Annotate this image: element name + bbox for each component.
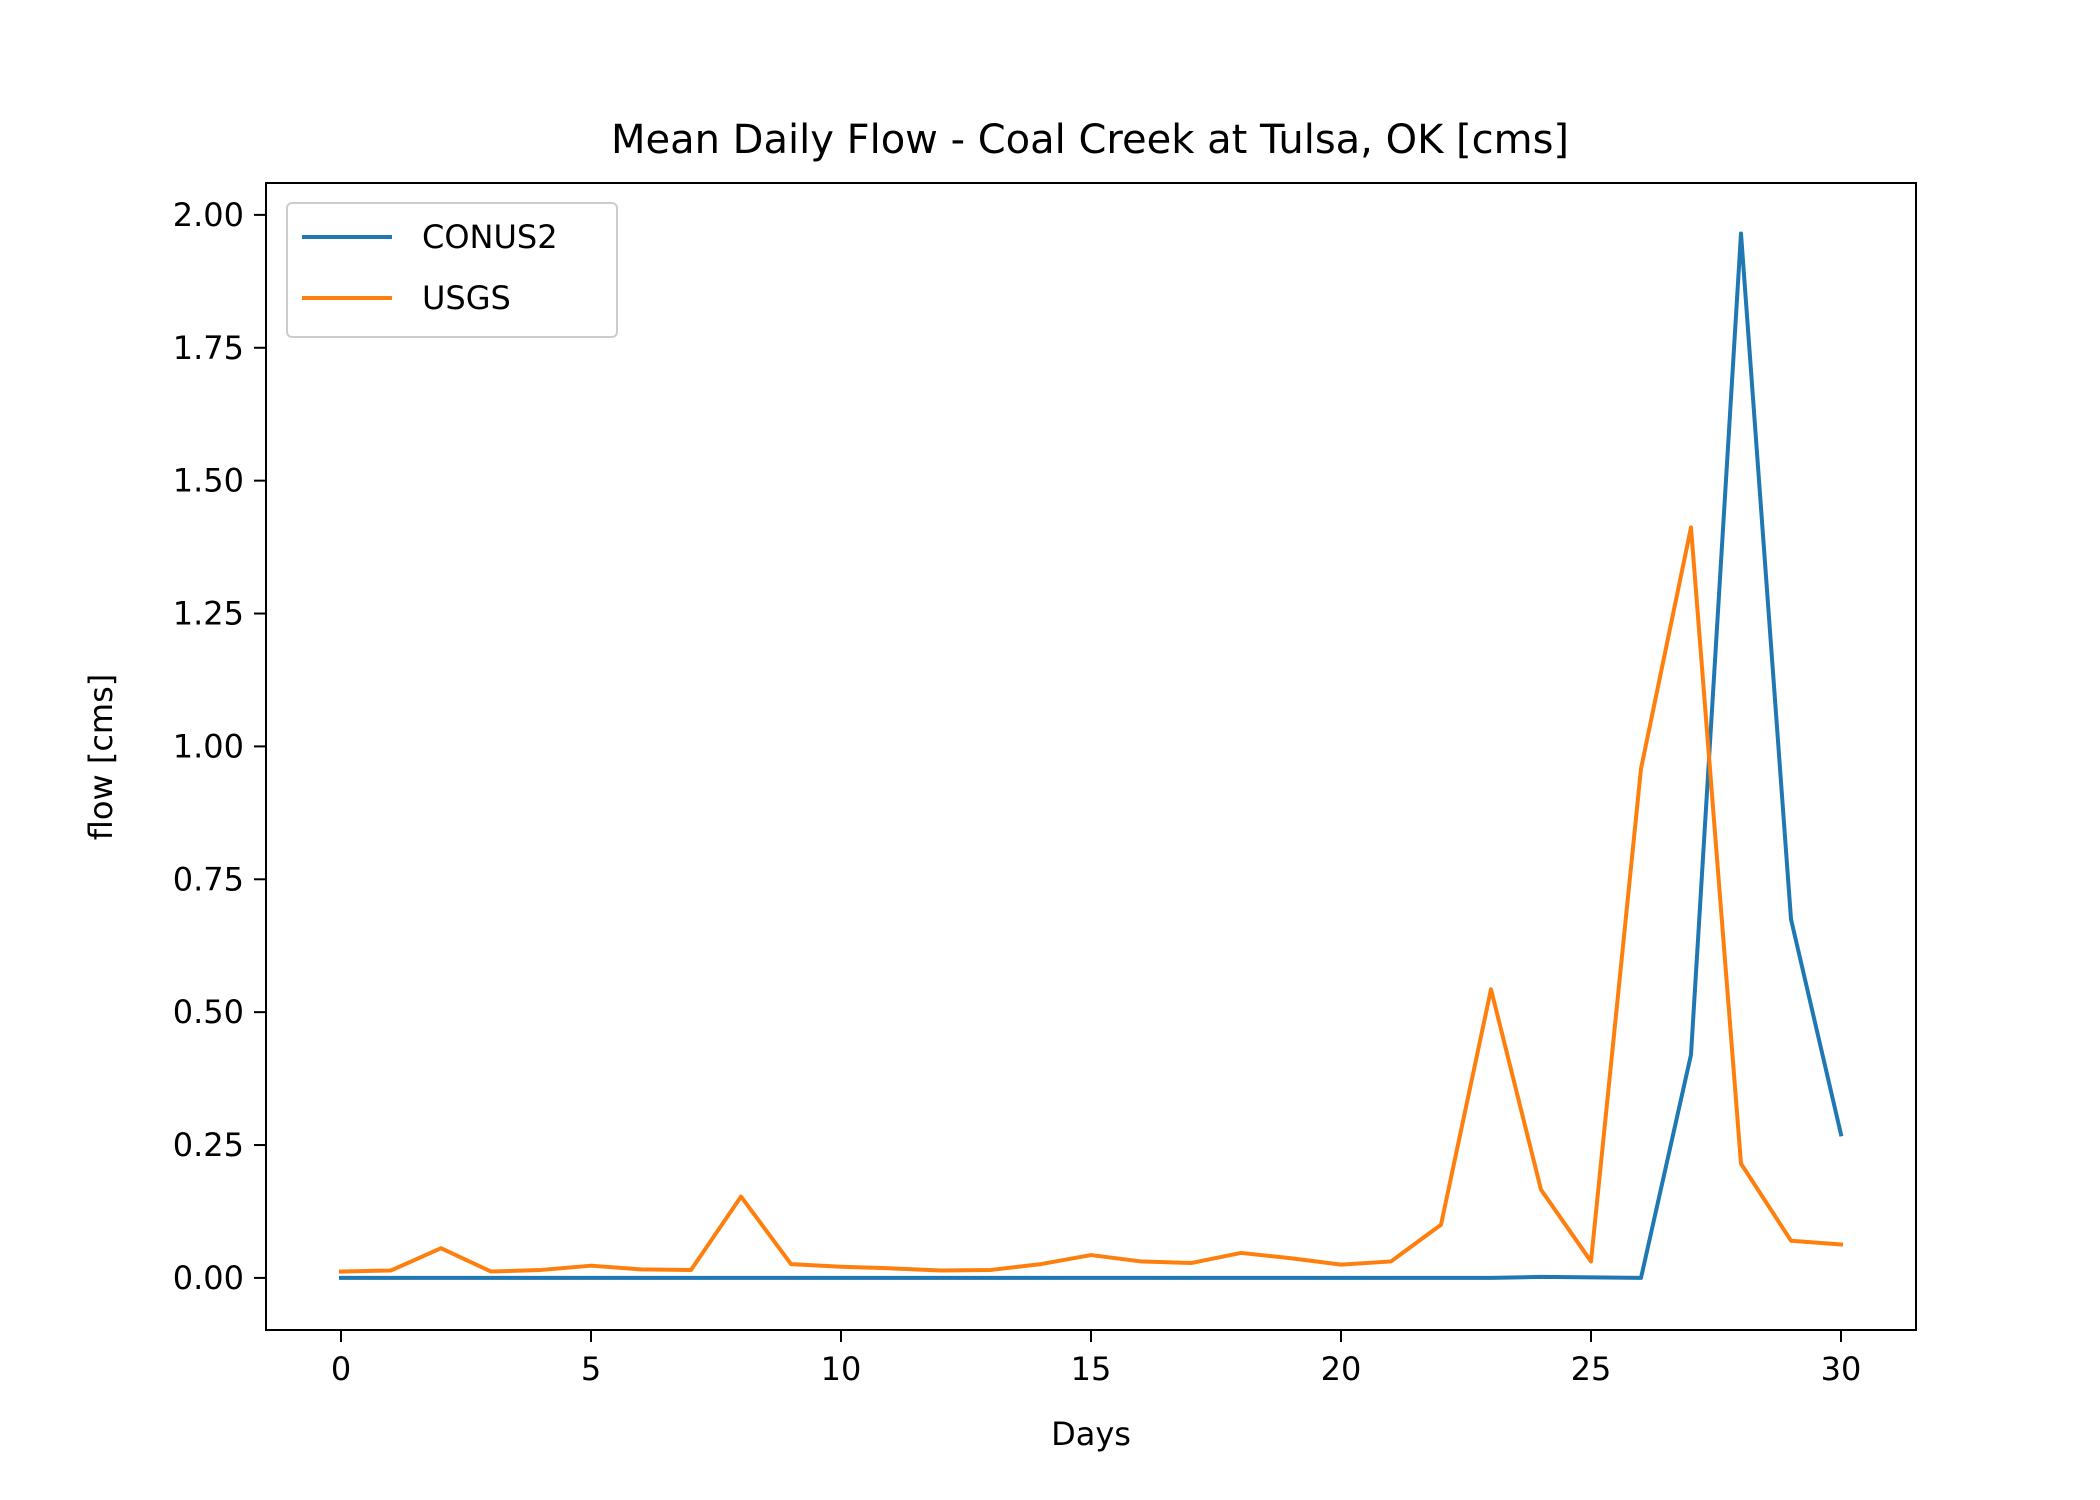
series-line-conus2 bbox=[339, 231, 1844, 1280]
x-axis-label: Days bbox=[1051, 1415, 1131, 1453]
x-tick-label: 30 bbox=[1821, 1350, 1862, 1388]
y-axis: 0.00 0.25 0.50 0.75 1.00 1.25 1.50 1.75 2.00 bbox=[173, 196, 266, 1297]
y-tick-label: 2.00 bbox=[173, 196, 244, 234]
x-tick-label: 15 bbox=[1071, 1350, 1112, 1388]
y-tick-label: 1.75 bbox=[173, 329, 244, 367]
y-tick-label: 1.00 bbox=[173, 727, 244, 765]
legend-label-usgs: USGS bbox=[422, 279, 511, 317]
x-tick-label: 10 bbox=[821, 1350, 862, 1388]
y-tick-label: 0.50 bbox=[173, 993, 244, 1031]
y-tick-label: 0.75 bbox=[173, 860, 244, 898]
legend: CONUS2 USGS bbox=[286, 202, 618, 338]
y-tick-label: 1.50 bbox=[173, 462, 244, 500]
x-axis: 0 5 10 15 20 25 30 bbox=[331, 1330, 1862, 1388]
y-axis-label: flow [cms] bbox=[82, 674, 120, 840]
chart-title: Mean Daily Flow - Coal Creek at Tulsa, O… bbox=[611, 117, 1569, 163]
x-tick-label: 20 bbox=[1321, 1350, 1362, 1388]
series-layer bbox=[338, 231, 1844, 1280]
legend-label-conus2: CONUS2 bbox=[422, 218, 558, 256]
y-tick-label: 0.25 bbox=[173, 1126, 244, 1164]
x-tick-label: 0 bbox=[331, 1350, 351, 1388]
x-tick-label: 5 bbox=[581, 1350, 601, 1388]
y-tick-label: 0.00 bbox=[173, 1259, 244, 1297]
y-tick-label: 1.25 bbox=[173, 595, 244, 633]
x-tick-label: 25 bbox=[1571, 1350, 1612, 1388]
series-line-usgs bbox=[338, 525, 1844, 1274]
